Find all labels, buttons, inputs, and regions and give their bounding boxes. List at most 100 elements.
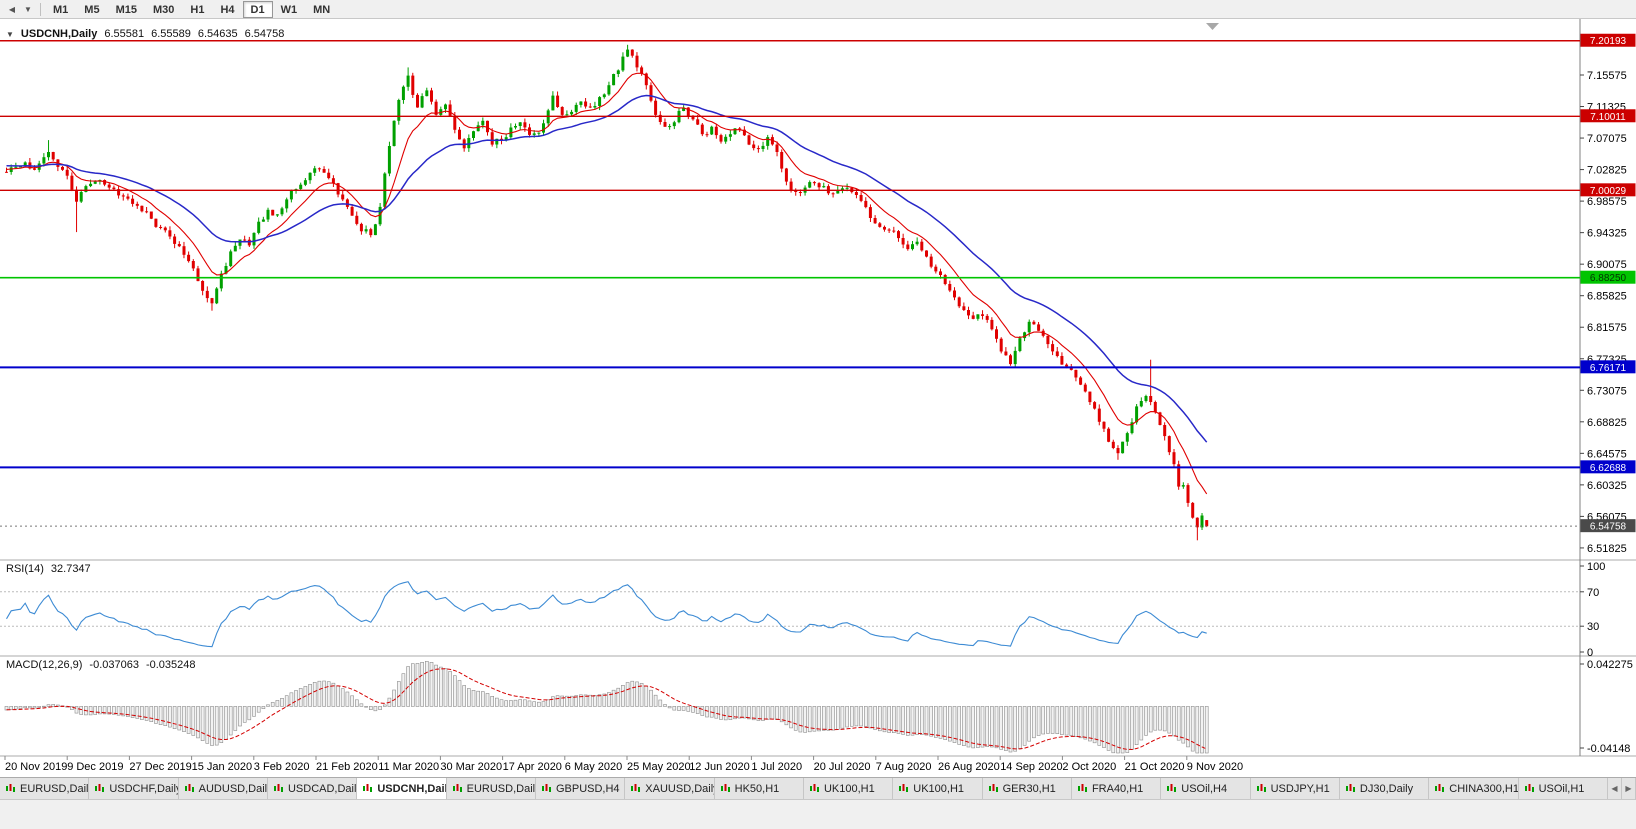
chart-tab-eurusd-daily[interactable]: EURUSD,Daily (446, 778, 536, 799)
chart-tab-hk50-h1[interactable]: HK50,H1 (714, 778, 804, 799)
candlestick-chart-icon (273, 783, 284, 794)
timeframe-button-d1[interactable]: D1 (242, 0, 273, 18)
date-axis-label: 27 Dec 2019 (129, 761, 191, 773)
date-axis-label: 17 Apr 2020 (503, 761, 562, 773)
candlestick-chart-icon (988, 783, 999, 794)
timeframe-button-w1[interactable]: W1 (280, 3, 298, 16)
ma-slow-line[interactable] (6, 94, 1208, 443)
ohlc-open-value: 6.55581 (104, 28, 145, 40)
candlestick-chart-icon (94, 783, 105, 794)
price-level-badge (1580, 109, 1636, 123)
timeframe-button-mn[interactable]: MN (313, 3, 331, 16)
chart-tab-label: XAUUSD,Daily (645, 782, 715, 795)
timeframe-buttons: M1 M5 M15 M30 H1 H4 D1 W1 MN (45, 0, 338, 18)
date-axis-label: 26 Aug 2020 (938, 761, 1000, 773)
chart-tab-usoil-h1[interactable]: USOil,H1 (1518, 778, 1608, 799)
chart-tab-usdcnh-daily[interactable]: USDCNH,Daily (357, 778, 447, 799)
candlestick-chart-icon (809, 783, 820, 794)
chart-tab-label: GER30,H1 (1002, 782, 1056, 795)
tab-scroll-right-icon[interactable]: ▶ (1621, 778, 1636, 799)
chart-tab-usdcad-daily[interactable]: USDCAD,Daily (267, 778, 358, 799)
rsi-axis-label: 0 (1587, 647, 1593, 659)
rsi-indicator-name: RSI(14) (6, 563, 44, 575)
price-level-badge-label: 6.88250 (1590, 273, 1627, 284)
chart-shift-marker-icon[interactable] (1206, 23, 1219, 30)
chart-tab-usdjpy-h1[interactable]: USDJPY,H1 (1250, 778, 1340, 799)
price-axis-label: 6.90075 (1587, 259, 1627, 271)
chart-tab-uk100-h1[interactable]: UK100,H1 (803, 778, 894, 799)
chart-tab-label: CHINA300,H1 (1449, 782, 1519, 795)
chart-tab-china300-h1[interactable]: CHINA300,H1 (1429, 778, 1519, 799)
timeframe-button-m5[interactable]: M5 (84, 3, 100, 16)
chart-tab-audusd-daily[interactable]: AUDUSD,Daily (178, 778, 268, 799)
chart-tab-gbpusd-h4[interactable]: GBPUSD,H4 (535, 778, 626, 799)
macd-histogram (4, 660, 1209, 754)
price-axis-label: 6.51825 (1587, 543, 1627, 555)
chart-menu-icon[interactable]: ▼ (6, 29, 14, 39)
price-axis-label: 7.02825 (1587, 165, 1627, 177)
chart-tab-dj30-daily[interactable]: DJ30,Daily (1339, 778, 1430, 799)
candlestick-chart-icon (1077, 783, 1088, 794)
chart-canvas[interactable]: 7.155757.113257.070757.028256.985756.943… (0, 19, 1636, 777)
price-axis-label: 6.64575 (1587, 448, 1627, 460)
price-level-badge (1580, 360, 1636, 374)
chart-tab-usoil-h4[interactable]: USOil,H4 (1161, 778, 1251, 799)
chart-tab-bar: EURUSD,Daily USDCHF,Daily AUDUSD,Daily USDC… (0, 777, 1636, 799)
timeframe-button-m30[interactable]: M30 (152, 3, 175, 16)
chart-tab-xauusd-daily[interactable]: XAUUSD,Daily (625, 778, 715, 799)
chart-tab-label: USDCHF,Daily (109, 782, 179, 795)
chart-tab-usdchf-daily[interactable]: USDCHF,Daily (89, 778, 179, 799)
date-axis-label: 11 Mar 2020 (378, 761, 439, 773)
price-axis-label: 7.15575 (1587, 70, 1627, 82)
candlestick-chart-icon (1256, 783, 1267, 794)
ma-fast-line[interactable] (6, 72, 1208, 495)
candlestick-chart-icon (1524, 783, 1535, 794)
date-axis-label: 25 May 2020 (627, 761, 691, 773)
price-level-badge-label: 7.20193 (1590, 36, 1627, 47)
price-level-badge (1580, 460, 1636, 474)
rsi-axis-label: 30 (1587, 621, 1599, 633)
chart-tab-fra40-h1[interactable]: FRA40,H1 (1071, 778, 1162, 799)
timeframe-button-h1[interactable]: H1 (190, 3, 205, 16)
price-level-badge (1580, 270, 1636, 284)
toolbar-dropdown-icon[interactable]: ▼ (24, 4, 32, 14)
chart-tab-label: HK50,H1 (734, 782, 780, 795)
chart-tab-label: USOil,H1 (1538, 782, 1585, 795)
rsi-panel-label: RSI(14) 32.7347 (6, 563, 91, 575)
chart-tab-eurusd-daily[interactable]: EURUSD,Daily (0, 778, 90, 799)
candlestick-chart-icon (1166, 783, 1177, 794)
date-axis-label: 21 Oct 2020 (1125, 761, 1185, 773)
macd-signal-value: -0.035248 (145, 659, 196, 671)
price-axis-label: 6.94325 (1587, 228, 1627, 240)
candlestick-chart-icon (362, 783, 373, 794)
chart-tab-label: EURUSD,Daily (20, 782, 90, 795)
tab-scroll-left-icon[interactable]: ◀ (1607, 778, 1622, 799)
status-bar (0, 799, 1636, 829)
chart-tab-label: USDJPY,H1 (1270, 782, 1330, 795)
ohlc-high-value: 6.55589 (151, 28, 191, 40)
chart-tab-label: USDCNH,Daily (377, 782, 447, 795)
timeframe-button-m15[interactable]: M15 (115, 3, 137, 16)
macd-signal-line (6, 668, 1207, 751)
date-axis-label: 14 Sep 2020 (1000, 761, 1062, 773)
chart-title: ▼ USDCNH,Daily 6.55581 6.55589 6.54635 6… (6, 28, 284, 40)
rsi-line (6, 581, 1207, 648)
timeframe-button-h4[interactable]: H4 (220, 3, 235, 16)
date-axis-label: 9 Dec 2019 (67, 761, 123, 773)
macd-panel-label: MACD(12,26,9) -0.037063 -0.035248 (6, 659, 196, 671)
rsi-axis-label: 100 (1587, 561, 1605, 573)
candlestick-chart-icon (898, 783, 909, 794)
date-axis-label: 1 Jul 2020 (751, 761, 802, 773)
chart-tab-ger30-h1[interactable]: GER30,H1 (982, 778, 1072, 799)
chart-tab-label: GBPUSD,H4 (555, 782, 620, 795)
timeframe-button-m1[interactable]: M1 (53, 3, 69, 16)
chart-tab-label: EURUSD,Daily (466, 782, 536, 795)
date-axis-label: 3 Feb 2020 (254, 761, 310, 773)
price-axis-label: 6.73075 (1587, 385, 1627, 397)
chart-tab-uk100-h1[interactable]: UK100,H1 (893, 778, 983, 799)
chart-scroll-icon[interactable]: ◀ (8, 4, 16, 14)
price-axis-label: 6.68825 (1587, 417, 1627, 429)
candlestick-series (5, 44, 1209, 541)
chart-tab-label: USDCAD,Daily (287, 782, 358, 795)
